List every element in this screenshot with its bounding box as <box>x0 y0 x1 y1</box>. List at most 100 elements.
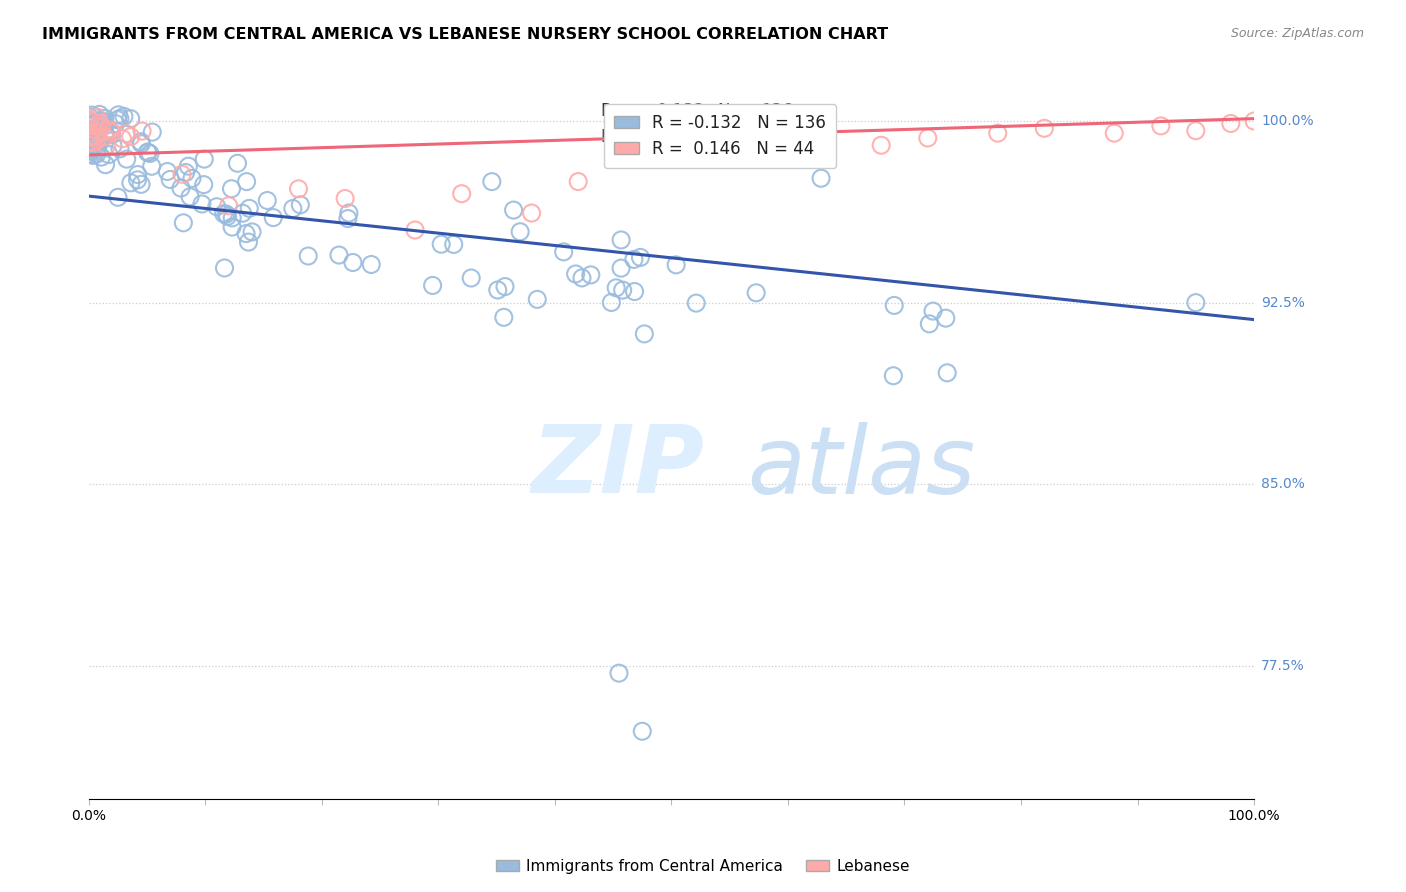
Point <box>1219 116 1241 130</box>
Point <box>98 123 121 137</box>
Point <box>665 258 688 272</box>
Point <box>107 190 129 204</box>
Point <box>93 127 115 141</box>
Point <box>80 145 103 159</box>
Point <box>430 237 453 252</box>
Point <box>82 122 104 136</box>
Text: Source: ZipAtlas.com: Source: ZipAtlas.com <box>1230 27 1364 40</box>
Point <box>101 138 124 153</box>
Point <box>262 211 284 225</box>
Point <box>80 136 103 151</box>
Point <box>238 235 260 249</box>
Point <box>1185 295 1208 310</box>
Point <box>935 311 957 326</box>
Point <box>86 147 108 161</box>
Point <box>685 296 707 310</box>
Point <box>337 206 360 220</box>
Point <box>460 271 482 285</box>
Point <box>107 108 129 122</box>
Point <box>131 136 153 151</box>
Text: 77.5%: 77.5% <box>1261 659 1305 673</box>
Point <box>120 129 142 144</box>
Point <box>579 268 602 282</box>
Point <box>226 156 249 170</box>
Legend: R = -0.132   N = 136, R =  0.146   N = 44: R = -0.132 N = 136, R = 0.146 N = 44 <box>605 103 837 169</box>
Point <box>193 152 215 166</box>
Point <box>553 244 575 259</box>
Text: -0.132: -0.132 <box>651 102 706 120</box>
Point <box>917 131 939 145</box>
Point <box>235 175 257 189</box>
Point <box>90 119 112 133</box>
Text: 92.5%: 92.5% <box>1261 295 1305 310</box>
Point <box>79 112 101 127</box>
Point <box>481 175 503 189</box>
Point <box>80 117 103 131</box>
Point <box>297 249 319 263</box>
Point <box>170 167 193 181</box>
Point <box>610 233 633 247</box>
Point <box>136 145 159 160</box>
Point <box>630 251 652 265</box>
Point <box>98 124 121 138</box>
Point <box>509 225 531 239</box>
Point <box>87 125 110 139</box>
Point <box>360 258 382 272</box>
Point <box>90 114 112 128</box>
Point <box>218 199 240 213</box>
Point <box>683 133 706 147</box>
Point <box>108 142 131 156</box>
Point <box>987 126 1010 140</box>
Text: 85.0%: 85.0% <box>1261 477 1305 491</box>
Point <box>221 182 243 196</box>
Point <box>129 135 152 149</box>
Text: ZIP: ZIP <box>531 421 704 513</box>
Point <box>443 237 465 252</box>
Point <box>1185 124 1208 138</box>
Point <box>520 206 543 220</box>
Text: 44: 44 <box>761 128 782 146</box>
Point <box>87 119 110 133</box>
Point <box>94 112 117 126</box>
Point <box>96 138 118 153</box>
Point <box>82 142 104 156</box>
Point <box>80 108 103 122</box>
Point <box>870 138 893 153</box>
Point <box>141 159 163 173</box>
Text: R =: R = <box>602 102 637 120</box>
Text: 136: 136 <box>761 102 793 120</box>
Text: 100.0%: 100.0% <box>1261 114 1313 128</box>
Point <box>80 142 103 156</box>
Point <box>193 178 215 192</box>
Point <box>571 271 593 285</box>
Point <box>600 295 623 310</box>
Point <box>177 159 200 173</box>
Point <box>623 285 645 299</box>
Point <box>79 147 101 161</box>
Point <box>494 279 516 293</box>
Point <box>108 112 131 126</box>
Point <box>215 207 238 221</box>
Point <box>612 283 634 297</box>
Point <box>79 120 101 134</box>
Point <box>212 207 235 221</box>
Point <box>82 115 104 129</box>
Point <box>94 158 117 172</box>
Point <box>84 138 107 153</box>
Point <box>82 136 104 150</box>
Point <box>1150 119 1173 133</box>
Point <box>87 136 110 151</box>
Point <box>205 200 228 214</box>
Point <box>87 135 110 149</box>
Point <box>90 150 112 164</box>
Point <box>922 304 945 318</box>
Point <box>221 211 243 225</box>
Point <box>450 186 472 201</box>
Point <box>93 115 115 129</box>
Text: N =: N = <box>718 128 755 146</box>
Point <box>93 129 115 144</box>
Point <box>607 666 630 681</box>
Point <box>810 171 832 186</box>
Text: R =: R = <box>602 128 637 146</box>
Text: 0.146: 0.146 <box>651 128 699 146</box>
